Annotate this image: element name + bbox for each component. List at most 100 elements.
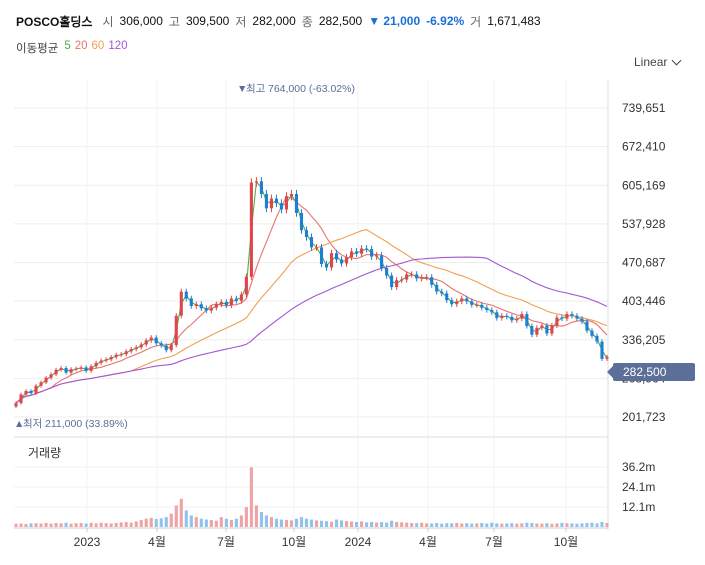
volume-bar bbox=[560, 522, 564, 527]
candle-body bbox=[355, 251, 359, 254]
moving-average-line bbox=[15, 256, 608, 404]
volume-bar bbox=[14, 523, 18, 527]
volume-bar bbox=[69, 523, 73, 527]
volume-bar bbox=[244, 507, 248, 527]
volume-bar bbox=[465, 523, 469, 527]
volume-bar bbox=[460, 523, 464, 527]
volume-bar bbox=[34, 523, 38, 527]
volume-bar bbox=[420, 522, 424, 527]
volume-bar bbox=[355, 522, 359, 527]
candle-body bbox=[500, 315, 504, 319]
candle-body bbox=[69, 369, 73, 373]
volume-bar bbox=[385, 522, 389, 527]
price-tick-label: 336,205 bbox=[622, 333, 666, 347]
volume-axis: 36.2m 24.1m 12.1m bbox=[622, 460, 655, 514]
volume-bar bbox=[79, 523, 83, 527]
volume-bar bbox=[84, 523, 88, 527]
volume-bar bbox=[470, 523, 474, 527]
volume-bar bbox=[550, 523, 554, 527]
volume-bar bbox=[309, 519, 314, 527]
moving-average-line bbox=[15, 180, 608, 404]
volume-bar bbox=[370, 521, 374, 527]
candle-body bbox=[515, 318, 519, 321]
candle-body bbox=[64, 368, 68, 373]
volume-bar bbox=[144, 518, 148, 527]
x-tick-label: 4월 bbox=[419, 535, 437, 549]
low-value: 282,000 bbox=[252, 14, 296, 28]
price-tick-label: 537,928 bbox=[622, 217, 666, 231]
candle-body bbox=[254, 181, 258, 183]
scale-dropdown[interactable]: Linear bbox=[634, 55, 682, 69]
candle-body bbox=[560, 317, 564, 319]
volume-bar bbox=[54, 523, 58, 527]
candle-body bbox=[345, 257, 349, 264]
candle-body bbox=[505, 315, 509, 317]
volume-bar bbox=[500, 523, 504, 527]
candle-body bbox=[119, 354, 123, 356]
volume-bar bbox=[415, 523, 419, 527]
candle-body bbox=[455, 301, 459, 305]
volume-bar bbox=[510, 523, 514, 527]
volume-bar bbox=[19, 523, 23, 527]
candle-body bbox=[144, 340, 148, 345]
volume-bar bbox=[485, 523, 489, 527]
candle-body bbox=[350, 251, 354, 258]
candle-body bbox=[555, 317, 559, 326]
volume-bar bbox=[264, 515, 268, 527]
volume-bar bbox=[505, 523, 509, 527]
candle-body bbox=[385, 268, 389, 276]
candle-body bbox=[39, 382, 43, 386]
volume-bar bbox=[555, 523, 559, 527]
volume-bar bbox=[24, 524, 28, 527]
candle-body bbox=[104, 359, 108, 361]
volume-bar bbox=[329, 521, 334, 527]
volume-bar bbox=[480, 523, 484, 527]
moving-average-line bbox=[15, 229, 608, 404]
candle-body bbox=[249, 182, 253, 277]
volume-bar bbox=[435, 523, 439, 527]
volume-bar bbox=[365, 522, 369, 527]
volume-bar bbox=[299, 517, 304, 527]
ma-5-item[interactable]: 5 bbox=[64, 40, 71, 52]
volume-bar bbox=[204, 519, 208, 527]
volume-bar bbox=[595, 523, 599, 527]
volume-bar bbox=[590, 522, 594, 527]
volume-bar bbox=[104, 523, 108, 527]
candle-body bbox=[380, 255, 384, 269]
candle-body bbox=[485, 307, 489, 310]
volume-bar bbox=[304, 518, 309, 527]
volume-bar bbox=[29, 523, 33, 527]
ma-20-item[interactable]: 20 bbox=[74, 40, 88, 52]
candle-body bbox=[244, 276, 248, 295]
volume-bar bbox=[214, 520, 218, 527]
ma-legend-label: 이동평균 bbox=[16, 43, 59, 55]
volume-bar bbox=[159, 518, 163, 527]
max-value: 764,000 (-63.02%) bbox=[268, 83, 355, 95]
candle-body bbox=[595, 335, 599, 342]
candle-body bbox=[425, 277, 429, 279]
candle-body bbox=[535, 327, 539, 335]
volume-bar bbox=[139, 520, 143, 527]
volume-bar bbox=[350, 521, 354, 527]
volume-bar bbox=[44, 522, 48, 527]
candle-body bbox=[405, 274, 409, 280]
ma-60-item[interactable]: 60 bbox=[91, 40, 105, 52]
volume-bar bbox=[234, 518, 238, 527]
candle-body bbox=[124, 351, 128, 355]
candle-body bbox=[550, 325, 554, 334]
candle-body bbox=[410, 274, 414, 276]
candles bbox=[14, 177, 609, 409]
candle-body bbox=[430, 277, 434, 285]
candle-body bbox=[375, 255, 379, 257]
candle-body bbox=[445, 293, 449, 301]
candle-body bbox=[34, 385, 38, 394]
ma-120-item[interactable]: 120 bbox=[108, 40, 128, 52]
x-tick-label: 2023 bbox=[74, 535, 101, 549]
volume-bar bbox=[520, 523, 524, 527]
candle-body bbox=[134, 347, 138, 350]
candle-body bbox=[159, 343, 163, 346]
volume-bar bbox=[134, 521, 138, 527]
volume-bar bbox=[600, 522, 604, 527]
candle-body bbox=[339, 259, 344, 264]
